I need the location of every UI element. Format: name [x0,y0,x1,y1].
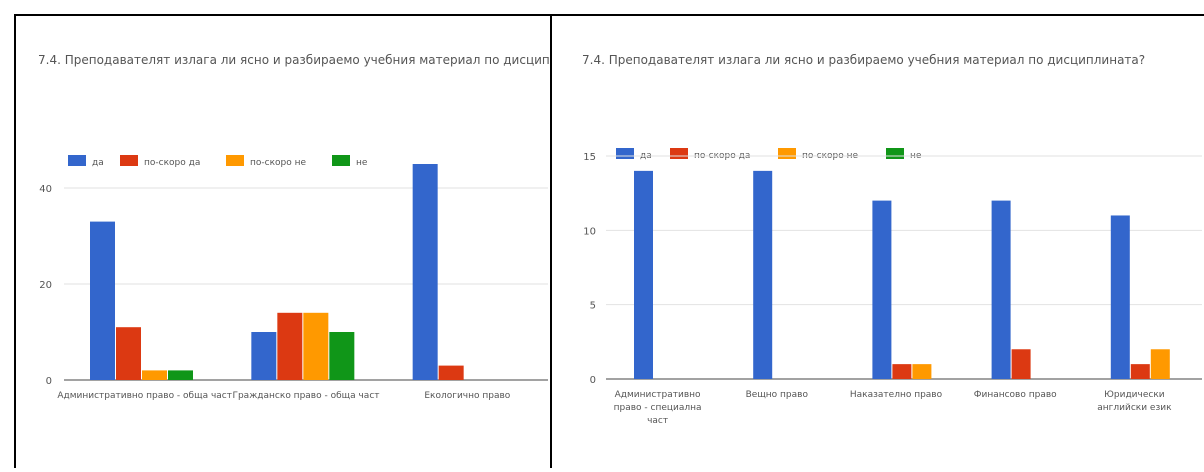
legend-label: не [356,158,368,168]
bar-да [412,164,438,380]
bar-по-скоро-не [142,370,167,380]
legend-swatch [226,155,244,166]
bar-да [872,200,892,379]
chart-special-property-criminal-financial-english: 7.4. Преподавателят излага ли ясно и раз… [582,53,1202,426]
bar-по-скоро-не [912,364,932,379]
y-tick-label: 40 [39,184,52,195]
category-label: Финансово право [974,390,1057,400]
category-label: Гражданско право - обща част [232,391,379,401]
legend-label: по-скоро да [144,158,200,168]
legend-swatch [120,155,138,166]
legend-label: по-скоро не [250,158,306,168]
category-label: Наказателно право [850,390,943,400]
chart-cell-left: 7.4. Преподавателят излага ли ясно и раз… [14,14,601,468]
bar-да [251,332,277,380]
legend-swatch [886,148,904,159]
y-tick-label: 0 [590,375,596,386]
bar-по-скоро-да [892,364,912,379]
bar-по-скоро-да [1130,364,1150,379]
bar-по-скоро-не [303,312,329,380]
y-tick-label: 20 [39,280,52,291]
chart-title: 7.4. Преподавателят излага ли ясно и раз… [582,53,1145,67]
category-label: част [647,416,668,426]
bar-не [329,332,355,380]
legend-swatch [332,155,350,166]
y-tick-label: 5 [590,301,596,312]
bar-да [1110,215,1130,379]
bar-да [991,200,1011,379]
bar-да [90,221,115,380]
legend-label: да [92,158,104,168]
legend-swatch [670,148,688,159]
bar-по-скоро-не [1150,349,1170,379]
bar-по-скоро-да [1011,349,1031,379]
category-label: право - специална [614,403,702,413]
y-tick-label: 0 [46,376,52,387]
category-label: Административно право - обща част [57,391,232,401]
bar-по-скоро-да [277,312,303,380]
y-tick-label: 10 [583,226,596,237]
table-frame: 7.4. Преподавателят излага ли ясно и раз… [0,14,1204,468]
category-label: Вещно право [746,390,809,400]
chart-administrative-civil-ecological: 7.4. Преподавателят излага ли ясно и раз… [38,53,601,401]
legend-swatch [616,148,634,159]
category-label: Екологично право [424,391,510,401]
bar-да [753,170,773,379]
chart-title: 7.4. Преподавателят излага ли ясно и раз… [38,53,550,67]
legend-swatch [778,148,796,159]
legend-swatch [68,155,86,166]
bar-не [168,370,193,380]
bar-по-скоро-да [116,327,141,380]
category-label: Юридически [1104,390,1165,400]
bar-по-скоро-да [438,365,464,380]
y-tick-label: 15 [583,152,596,163]
chart-cell-right: 7.4. Преподавателят излага ли ясно и раз… [550,14,1204,468]
category-label: Административно [615,390,701,400]
bar-да [634,170,653,379]
category-label: английски език [1097,403,1172,413]
